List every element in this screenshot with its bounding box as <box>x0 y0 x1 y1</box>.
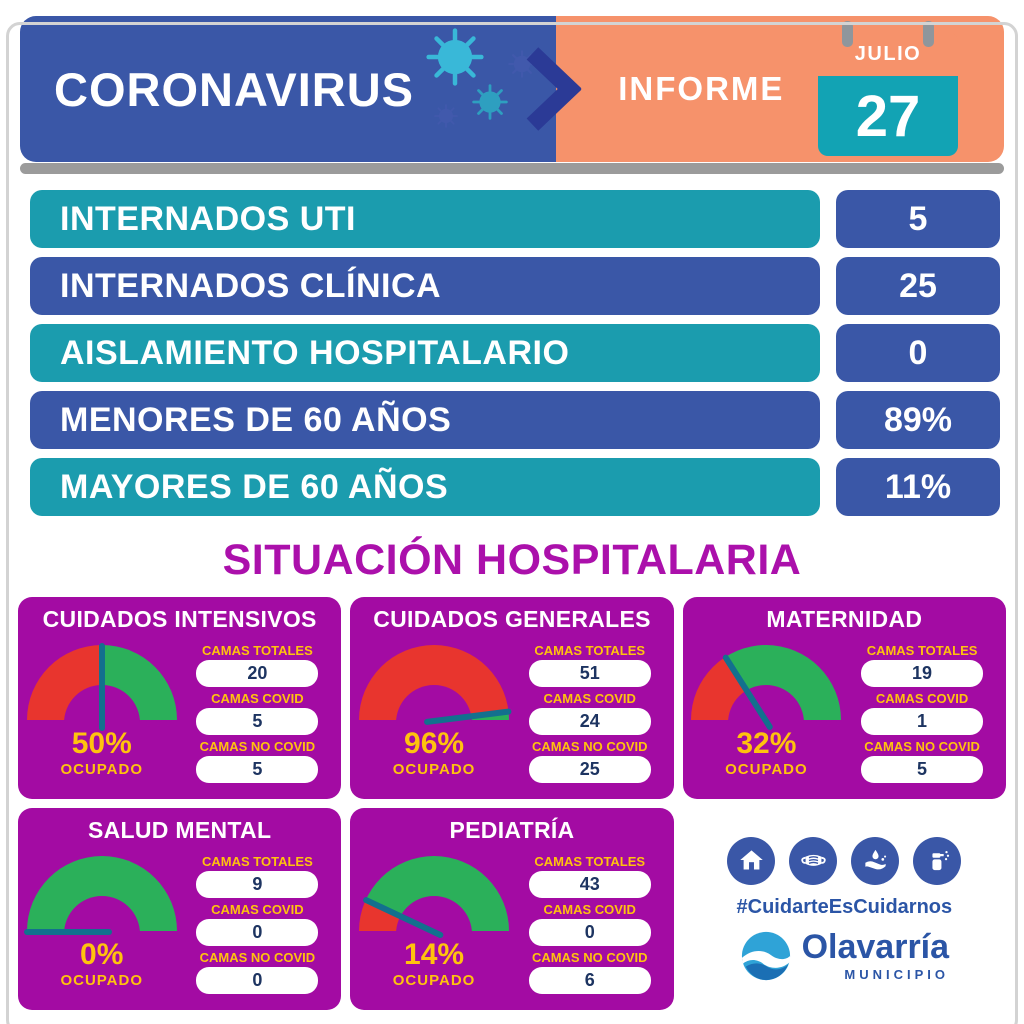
camas-value: 1 <box>861 708 984 735</box>
camas-label: CAMAS TOTALES <box>202 643 313 658</box>
camas-label: CAMAS TOTALES <box>534 643 646 658</box>
stat-label: MAYORES DE 60 AÑOS <box>30 458 820 516</box>
stat-row-internados-uti: INTERNADOS UTI 5 <box>30 190 1000 248</box>
infographic-root: CORONAVIRUS <box>0 16 1024 1024</box>
stat-label: AISLAMIENTO HOSPITALARIO <box>30 324 820 382</box>
camas-label: CAMAS COVID <box>543 691 636 706</box>
card-title: CUIDADOS INTENSIVOS <box>42 606 317 632</box>
stat-label: INTERNADOS CLÍNICA <box>30 257 820 315</box>
camas-label: CAMAS NO COVID <box>864 739 980 754</box>
prevention-icons-row <box>727 836 962 885</box>
camas-label: CAMAS COVID <box>543 902 636 917</box>
camas-value: 5 <box>196 708 319 735</box>
occupancy-gauge <box>23 856 177 1006</box>
stats-list: INTERNADOS UTI 5 INTERNADOS CLÍNICA 25 A… <box>30 190 1000 516</box>
camas-label: CAMAS COVID <box>875 691 969 706</box>
occupancy-gauge <box>359 645 512 795</box>
house-icon <box>727 836 776 885</box>
stat-value: 89% <box>836 391 1000 449</box>
camas-value: 0 <box>196 967 319 994</box>
stat-value: 5 <box>836 190 1000 248</box>
camas-label: CAMAS NO COVID <box>199 950 316 965</box>
camas-value: 0 <box>196 919 319 946</box>
calendar-peg <box>842 21 853 47</box>
hospital-card-cuidados-generales: CUIDADOS GENERALES 96% OCUPADO CAMAS TOT… <box>350 597 674 799</box>
camas-value: 20 <box>196 660 319 687</box>
calendar-peg <box>923 21 934 47</box>
virus-icon <box>434 104 458 128</box>
page-title: CORONAVIRUS <box>54 62 415 116</box>
hospital-cards-grid: CUIDADOS INTENSIVOS 50% OCUPADO CAMAS TO… <box>18 597 1006 1010</box>
camas-label: CAMAS NO COVID <box>199 739 316 754</box>
stat-row-menores-60: MENORES DE 60 AÑOS 89% <box>30 391 1000 449</box>
stat-value: 25 <box>836 257 1000 315</box>
occupancy-gauge <box>691 645 842 795</box>
divider-bar <box>20 163 1004 174</box>
camas-label: CAMAS NO COVID <box>531 950 648 965</box>
logo-subtitle: MUNICIPIO <box>844 966 950 982</box>
card-title: MATERNIDAD <box>766 606 923 632</box>
camas-label: CAMAS COVID <box>211 691 304 706</box>
calendar-day: 27 <box>818 76 958 156</box>
card-title: PEDIATRÍA <box>449 817 575 843</box>
hospital-card-pediatria: PEDIATRÍA 14% OCUPADO CAMAS TOTALES 43 C… <box>350 808 674 1010</box>
calendar-month: JULIO <box>818 32 958 76</box>
camas-value: 9 <box>196 871 319 898</box>
gauge-needle <box>98 643 105 731</box>
handwash-icon <box>851 836 900 885</box>
calendar-icon: JULIO 27 <box>818 21 958 156</box>
occupancy-gauge <box>26 643 177 795</box>
card-title: SALUD MENTAL <box>88 817 272 843</box>
camas-value: 5 <box>196 756 319 783</box>
hospital-card-cuidados-intensivos: CUIDADOS INTENSIVOS 50% OCUPADO CAMAS TO… <box>18 597 342 799</box>
stat-row-mayores-60: MAYORES DE 60 AÑOS 11% <box>30 458 1000 516</box>
spray-icon <box>913 836 962 885</box>
stat-value: 0 <box>836 324 1000 382</box>
camas-value: 25 <box>528 756 651 783</box>
camas-value: 5 <box>861 756 984 783</box>
camas-value: 6 <box>528 967 651 994</box>
chevron-right-icon <box>526 47 582 131</box>
hospital-card-salud-mental: SALUD MENTAL 0% OCUPADO CAMAS TOTALES 9 … <box>18 808 342 1010</box>
olavarria-logo <box>741 931 790 980</box>
virus-icon <box>426 28 484 86</box>
footer-card: #CuidarteEsCuidarnos Olavarría MUNICIPIO <box>682 808 1006 1010</box>
camas-value: 19 <box>861 660 984 687</box>
stat-value: 11% <box>836 458 1000 516</box>
stat-row-aislamiento-hospitalario: AISLAMIENTO HOSPITALARIO 0 <box>30 324 1000 382</box>
camas-value: 24 <box>528 708 651 735</box>
header-title-block: CORONAVIRUS <box>20 16 557 162</box>
stat-row-internados-clinica: INTERNADOS CLÍNICA 25 <box>30 257 1000 315</box>
gauge-needle <box>23 929 112 935</box>
camas-value: 43 <box>528 871 651 898</box>
camas-label: CAMAS COVID <box>211 902 304 917</box>
camas-value: 0 <box>528 919 651 946</box>
camas-value: 51 <box>528 660 651 687</box>
occupancy-gauge <box>359 856 510 1006</box>
camas-label: CAMAS NO COVID <box>531 739 648 754</box>
camas-label: CAMAS TOTALES <box>534 854 646 869</box>
mask-icon <box>789 836 838 885</box>
stat-label: INTERNADOS UTI <box>30 190 820 248</box>
olavarria-logo-block: Olavarría MUNICIPIO <box>740 930 949 982</box>
stat-label: MENORES DE 60 AÑOS <box>30 391 820 449</box>
header-banner: CORONAVIRUS <box>20 16 1004 162</box>
camas-label: CAMAS TOTALES <box>202 854 313 869</box>
informe-label: INFORME <box>618 70 785 107</box>
virus-icon <box>472 84 508 120</box>
logo-name: Olavarría <box>801 927 950 966</box>
card-title: CUIDADOS GENERALES <box>373 606 651 632</box>
hashtag-text: #CuidarteEsCuidarnos <box>736 895 953 918</box>
hospital-card-maternidad: MATERNIDAD 32% OCUPADO CAMAS TOTALES 19 … <box>682 597 1006 799</box>
camas-label: CAMAS TOTALES <box>866 643 978 658</box>
section-title: SITUACIÓN HOSPITALARIA <box>222 536 802 584</box>
